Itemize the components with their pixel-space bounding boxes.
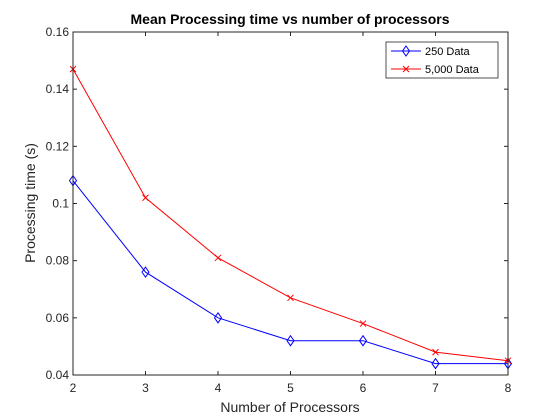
y-tick-label: 0.1 xyxy=(52,197,69,211)
x-tick-label: 4 xyxy=(215,381,222,395)
x-tick-label: 7 xyxy=(432,381,439,395)
data-point-x xyxy=(359,320,367,327)
legend-label: 5,000 Data xyxy=(425,64,480,76)
plot-background xyxy=(73,32,508,375)
data-point-x xyxy=(432,348,439,356)
legend-label: 250 Data xyxy=(425,46,471,58)
y-tick-label: 0.12 xyxy=(46,139,70,153)
data-point-diamond xyxy=(401,45,411,57)
x-tick-label: 3 xyxy=(142,381,149,395)
data-point-diamond xyxy=(358,334,368,347)
data-point-x xyxy=(287,294,294,302)
x-tick-label: 6 xyxy=(360,381,367,395)
data-point-x xyxy=(142,194,149,202)
y-tick-label: 0.16 xyxy=(46,25,70,39)
series-line xyxy=(72,180,508,365)
legend-entry: 5,000 Data xyxy=(391,64,480,76)
data-point-diamond xyxy=(141,266,150,278)
data-point-diamond xyxy=(286,334,295,347)
y-axis-label: Processing time (s) xyxy=(22,143,38,263)
data-point-x xyxy=(214,254,222,262)
data-point-diamond xyxy=(431,357,440,370)
chart-title: Mean Processing time vs number of proces… xyxy=(131,11,450,27)
x-tick-label: 8 xyxy=(505,381,512,395)
series-1 xyxy=(68,174,513,370)
x-tick-label: 2 xyxy=(70,381,77,395)
series-layer xyxy=(68,65,513,370)
ticks-layer: 2 3 4 5 6 7 8 0.04 0.06 0.08 0.1 0.12 0.14 0.16 xyxy=(46,25,512,395)
y-tick-label: 0.06 xyxy=(46,311,70,325)
legend: 250 Data 5,000 Data xyxy=(385,41,499,79)
legend-entry: 250 Data xyxy=(391,45,471,58)
y-tick-label: 0.14 xyxy=(46,82,70,96)
y-tick-label: 0.08 xyxy=(46,254,70,268)
data-point-x xyxy=(402,65,410,73)
data-point-diamond xyxy=(213,311,223,324)
y-tick-label: 0.04 xyxy=(46,368,70,382)
x-tick-label: 5 xyxy=(287,381,294,395)
series-2 xyxy=(69,65,512,365)
x-axis-label: Number of Processors xyxy=(220,399,359,415)
